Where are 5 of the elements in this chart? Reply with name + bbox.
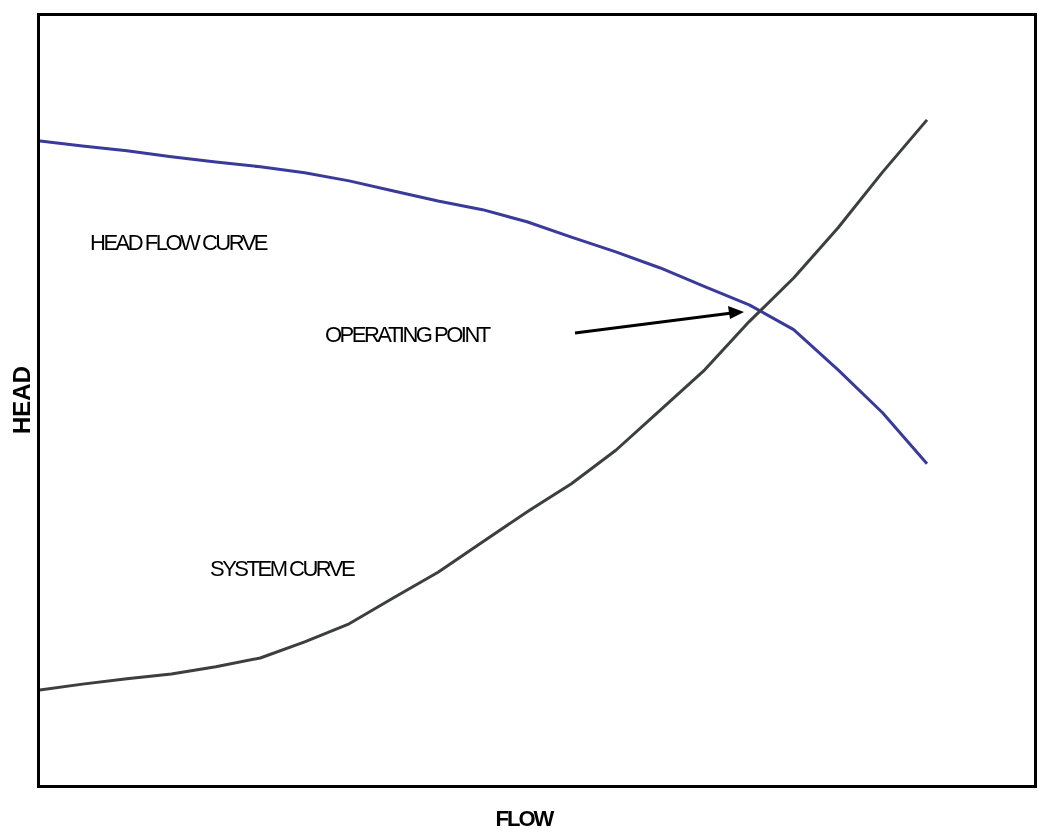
text: HEAD FLOW CURVE <box>90 230 267 256</box>
annotation: OPERATING POINT <box>325 322 489 348</box>
x-axis-title: FLOW <box>494 806 554 832</box>
series-label: SYSTEM CURVE <box>210 556 354 582</box>
y-axis-title: HEAD <box>8 365 36 435</box>
